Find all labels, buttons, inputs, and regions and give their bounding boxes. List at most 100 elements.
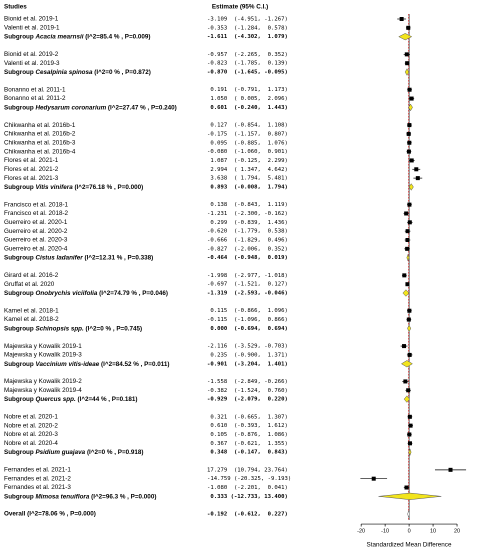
subgroup-prefix: Subgroup [4, 69, 34, 76]
subgroup-label: Subgroup Cesalpinia spinosa (I^2=0 % , P… [4, 68, 151, 76]
estimate-square [407, 414, 412, 419]
summary-diamond [403, 395, 410, 403]
summary-diamond [404, 68, 410, 76]
summary-diamond [407, 509, 410, 519]
study-name: Flores et al. 2021-1 [4, 157, 59, 164]
estimate-label: 1.050 ( 0.005, 2.096) [207, 96, 288, 102]
study-name: Nobre et al. 2020-1 [4, 413, 58, 420]
study-name: Francisco et al. 2018-1 [4, 201, 69, 208]
study-name: Girard et al. 2016-2 [4, 272, 59, 279]
subgroup-stats: (I^2=74.79 % , P=0.046) [99, 289, 168, 297]
study-name: Nobre et al. 2020-4 [4, 440, 58, 447]
study-name: Bonanno et al. 2011-1 [4, 86, 66, 93]
column-header: Estimate (95% C.I.) [212, 4, 268, 11]
estimate-label: -1.319 (-2.593, -0.046) [207, 291, 288, 297]
estimate-label: -1.231 (-2.300, -0.162) [207, 211, 288, 217]
subgroup-stats: (I^2=0 % , P=0.872) [94, 68, 151, 76]
estimate-label: 0.321 (-0.665, 1.307) [207, 414, 288, 420]
estimate-square [409, 158, 414, 163]
subgroup-prefix: Subgroup [4, 254, 34, 261]
estimate-label: 0.138 (-0.843, 1.119) [207, 202, 288, 208]
estimate-label: -1.611 (-4.302, 1.079) [207, 34, 288, 40]
subgroup-label: Subgroup Acacia mearnsii (I^2=85.4 % , P… [4, 32, 151, 40]
estimate-square [407, 202, 412, 207]
subgroup-label: Subgroup Hedysarum coronarium (I^2=27.47… [4, 103, 177, 111]
subgroup-prefix: Subgroup [4, 449, 34, 456]
estimate-label: -0.175 (-1.157, 0.807) [207, 131, 288, 137]
estimate-label: -0.115 (-1.096, 0.866) [207, 317, 288, 323]
subgroup-species: Vitis vinifera [35, 184, 73, 191]
estimate-square [407, 432, 412, 437]
subgroup-prefix: Subgroup [4, 290, 34, 297]
estimate-label: 0.299 (-0.839, 1.436) [207, 220, 288, 226]
estimate-label: -1.998 (-2.977, -1.018) [207, 273, 288, 279]
estimate-label: -1.558 (-2.849, -0.266) [207, 379, 288, 385]
subgroup-label: Subgroup Onobrychis viciifolia (I^2=74.7… [4, 289, 168, 297]
estimate-square [407, 123, 412, 128]
study-name: Bonanno et al. 2011-2 [4, 95, 66, 102]
estimate-label: 0.893 (-0.008, 1.794) [207, 184, 288, 190]
estimate-square [415, 176, 420, 181]
x-tick-label: 10 [430, 528, 436, 534]
subgroup-label: Subgroup Psidium guajava (I^2=0 % , P=0.… [4, 448, 143, 456]
estimate-label: 0.115 (-0.866, 1.096) [207, 308, 288, 314]
estimate-label: -0.870 (-1.645, -0.095) [207, 70, 288, 76]
estimate-label: 2.994 ( 1.347, 4.642) [207, 167, 288, 173]
subgroup-stats: (I^2=44 % , P=0.181) [77, 395, 137, 403]
study-name: Majewska y Kowalik 2019-1 [4, 343, 82, 350]
summary-diamond [407, 324, 412, 333]
estimate-label: -0.382 (-1.524, 0.760) [207, 388, 288, 394]
subgroup-label: Subgroup Vitis vinifera (I^2=76.18 % , P… [4, 183, 143, 191]
x-axis-label: Standardized Mean Difference [367, 542, 452, 549]
estimate-square [406, 131, 411, 136]
study-name: Majewska y Kowalik 2019-4 [4, 387, 82, 394]
overall-label: Overall (I^2=78.06 % , P=0.000) [4, 510, 96, 518]
subgroup-stats: (I^2=27.47 % , P=0.240) [108, 103, 177, 111]
estimate-label: -0.192 (-0.612, 0.227) [207, 512, 288, 518]
study-name: Chikwanha et al. 2016b-4 [4, 148, 76, 155]
estimate-label: -0.827 (-2.006, 0.352) [207, 246, 288, 252]
subgroup-stats: (I^2=85.4 % , P=0.009) [85, 32, 150, 40]
estimate-square [406, 25, 411, 30]
estimate-square [448, 467, 453, 472]
subgroup-species: Hedysarum coronarium [35, 104, 106, 111]
estimate-square [405, 246, 410, 251]
estimate-label: -0.666 (-1.829, 0.496) [207, 238, 288, 244]
subgroup-species: Psidium guajava [35, 449, 85, 456]
study-name: Nobre et al. 2020-3 [4, 431, 58, 438]
estimate-square [403, 379, 408, 384]
estimate-square [407, 140, 412, 145]
subgroup-label: Subgroup Cistus ladanifer (I^2=12.31 % ,… [4, 253, 153, 261]
estimate-square [405, 229, 410, 234]
subgroup-species: Acacia mearnsii [34, 33, 83, 40]
estimate-square [402, 344, 407, 349]
subgroup-label: Subgroup Vaccinium vitis-ideae (I^2=84.5… [4, 359, 170, 367]
study-name: Fernandes et al. 2021-2 [4, 475, 71, 482]
subgroup-stats: (I^2=84.52 % , P=0.011) [101, 359, 169, 367]
study-name: Flores et al. 2021-2 [4, 166, 59, 173]
summary-diamond [398, 33, 413, 41]
subgroup-label: Subgroup Quercus spp. (I^2=44 % , P=0.18… [4, 395, 138, 403]
estimate-label: 0.191 (-0.791, 1.173) [207, 87, 288, 93]
study-name: Flores et al. 2021-3 [4, 175, 59, 182]
estimate-square [402, 273, 407, 278]
subgroup-prefix: Subgroup [4, 33, 34, 40]
estimate-label: 0.348 (-0.147, 0.843) [207, 450, 288, 456]
summary-diamond [408, 448, 412, 457]
estimate-square [406, 388, 411, 393]
estimate-label: -14.759 (-20.325, -9.193) [207, 476, 291, 482]
summary-diamond [406, 253, 410, 262]
estimate-square [414, 167, 419, 172]
study-name: Nobre et al. 2020-2 [4, 422, 58, 429]
subgroup-prefix: Subgroup [4, 493, 34, 500]
study-name: Fernandes et al. 2021-3 [4, 484, 71, 491]
subgroup-species: Schinopsis spp. [35, 325, 84, 332]
subgroup-stats: (I^2=0 % , P=0.745) [86, 324, 143, 332]
estimate-square [408, 423, 413, 428]
study-name: Guerreiro et al. 2020-1 [4, 219, 68, 226]
estimate-square [371, 476, 376, 481]
estimate-square [404, 485, 409, 490]
estimate-square [405, 61, 410, 66]
subgroup-stats: (I^2=76.18 % , P=0.000) [74, 183, 143, 191]
